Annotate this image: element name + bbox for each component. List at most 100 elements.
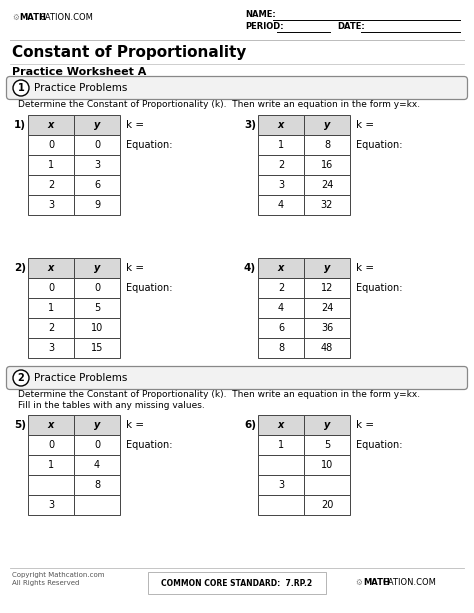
Text: 4: 4 <box>278 200 284 210</box>
Text: Equation:: Equation: <box>126 140 173 150</box>
Text: Practice Problems: Practice Problems <box>34 83 128 93</box>
Text: 1: 1 <box>18 83 24 93</box>
Text: 2): 2) <box>14 263 26 273</box>
Text: 3: 3 <box>48 343 54 353</box>
Text: CATION.COM: CATION.COM <box>40 13 94 22</box>
Text: x: x <box>48 120 54 130</box>
Text: 4: 4 <box>94 460 100 470</box>
Text: y: y <box>94 420 100 430</box>
Bar <box>258 155 304 175</box>
Bar <box>304 495 350 515</box>
Text: 5: 5 <box>324 440 330 450</box>
Text: y: y <box>324 420 330 430</box>
Bar <box>304 175 350 195</box>
Bar <box>258 338 304 358</box>
Text: Equation:: Equation: <box>356 440 402 450</box>
Bar <box>28 435 74 455</box>
Text: 1: 1 <box>48 160 54 170</box>
Text: 2: 2 <box>278 160 284 170</box>
Bar <box>28 455 74 475</box>
Bar <box>28 415 74 435</box>
Bar <box>28 495 74 515</box>
Text: Constant of Proportionality: Constant of Proportionality <box>12 45 246 60</box>
Text: 1: 1 <box>278 140 284 150</box>
Bar <box>74 298 120 318</box>
Text: 24: 24 <box>321 303 333 313</box>
Bar <box>258 318 304 338</box>
Text: 1: 1 <box>278 440 284 450</box>
Text: k =: k = <box>126 263 144 273</box>
Text: 3: 3 <box>48 500 54 510</box>
Text: y: y <box>324 263 330 273</box>
Text: y: y <box>324 120 330 130</box>
Text: Practice Problems: Practice Problems <box>34 373 128 383</box>
FancyBboxPatch shape <box>7 77 467 99</box>
Text: 1): 1) <box>14 120 26 130</box>
Text: x: x <box>278 263 284 273</box>
Bar <box>304 475 350 495</box>
Text: x: x <box>48 420 54 430</box>
Bar <box>74 195 120 215</box>
Bar <box>28 258 74 278</box>
Bar <box>304 455 350 475</box>
Text: Equation:: Equation: <box>356 140 402 150</box>
Bar <box>304 415 350 435</box>
Text: 5: 5 <box>94 303 100 313</box>
Bar <box>74 338 120 358</box>
Text: 0: 0 <box>48 283 54 293</box>
Text: 3: 3 <box>94 160 100 170</box>
Text: 8: 8 <box>324 140 330 150</box>
Bar <box>258 475 304 495</box>
Text: 3: 3 <box>48 200 54 210</box>
Text: 15: 15 <box>91 343 103 353</box>
Text: 4): 4) <box>244 263 256 273</box>
Text: k =: k = <box>126 120 144 130</box>
Bar <box>304 318 350 338</box>
Bar <box>258 258 304 278</box>
Text: 8: 8 <box>278 343 284 353</box>
Text: 12: 12 <box>321 283 333 293</box>
Text: x: x <box>278 120 284 130</box>
Text: 16: 16 <box>321 160 333 170</box>
Text: k =: k = <box>356 420 374 430</box>
Text: Determine the Constant of Proportionality (k).  Then write an equation in the fo: Determine the Constant of Proportionalit… <box>18 390 420 399</box>
Text: k =: k = <box>126 420 144 430</box>
Text: y: y <box>94 263 100 273</box>
Bar <box>304 338 350 358</box>
Bar <box>258 455 304 475</box>
Text: PERIOD:: PERIOD: <box>245 22 283 31</box>
Text: COMMON CORE STANDARD:  7.RP.2: COMMON CORE STANDARD: 7.RP.2 <box>162 579 312 587</box>
Text: MATH: MATH <box>19 13 46 22</box>
Bar <box>148 572 326 594</box>
Text: 0: 0 <box>94 140 100 150</box>
Bar <box>258 415 304 435</box>
Bar <box>74 258 120 278</box>
Bar <box>74 475 120 495</box>
Bar <box>304 258 350 278</box>
Text: 0: 0 <box>48 440 54 450</box>
Bar <box>28 115 74 135</box>
Bar <box>304 135 350 155</box>
Text: 2: 2 <box>278 283 284 293</box>
Text: Practice Worksheet A: Practice Worksheet A <box>12 67 146 77</box>
Bar <box>258 495 304 515</box>
Circle shape <box>13 80 29 96</box>
Bar <box>258 298 304 318</box>
Text: 8: 8 <box>94 480 100 490</box>
Bar <box>28 278 74 298</box>
Text: x: x <box>48 263 54 273</box>
Bar <box>74 175 120 195</box>
Text: 9: 9 <box>94 200 100 210</box>
Text: 3): 3) <box>244 120 256 130</box>
FancyBboxPatch shape <box>7 367 467 389</box>
Text: 6): 6) <box>244 420 256 430</box>
Bar <box>74 278 120 298</box>
Text: 2: 2 <box>48 323 54 333</box>
Text: 4: 4 <box>278 303 284 313</box>
Bar <box>74 318 120 338</box>
Bar <box>74 495 120 515</box>
Text: 3: 3 <box>278 180 284 190</box>
Bar <box>258 175 304 195</box>
Text: MATH: MATH <box>363 578 390 587</box>
Bar <box>258 135 304 155</box>
